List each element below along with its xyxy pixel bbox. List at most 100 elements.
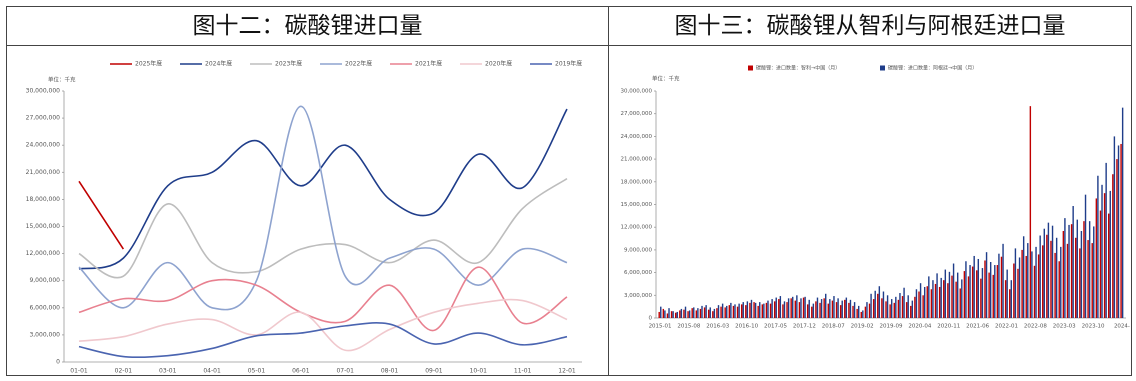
bar	[790, 298, 792, 318]
y-tick-label: 3,000,000	[29, 331, 60, 338]
x-tick-label: 09-01	[425, 368, 443, 375]
x-tick-label: 2022-08	[1024, 324, 1047, 330]
bar	[844, 299, 846, 318]
unit-label: 单位：千克	[48, 76, 76, 84]
bar	[736, 306, 739, 318]
bar	[798, 302, 801, 318]
bar	[864, 306, 867, 318]
y-tick-label: 30,000,000	[621, 89, 653, 95]
bar	[825, 293, 827, 318]
bar	[886, 295, 889, 318]
bar	[697, 308, 699, 318]
bar	[1004, 280, 1007, 318]
legend-swatch	[880, 65, 885, 71]
bar	[1002, 243, 1004, 318]
bar	[988, 272, 990, 318]
bar	[693, 307, 695, 318]
bar	[786, 302, 788, 318]
bar	[726, 305, 728, 318]
legend-label: 2024年度	[205, 60, 232, 68]
bar	[1105, 162, 1107, 318]
bar	[893, 302, 895, 318]
x-tick-label: 2024-	[1114, 324, 1130, 330]
bar	[1033, 265, 1036, 318]
bar	[936, 273, 938, 318]
x-tick-label: 02-01	[115, 368, 133, 375]
bar	[679, 310, 681, 318]
bar	[882, 291, 885, 318]
bar	[1088, 221, 1091, 318]
bar	[730, 302, 732, 318]
bar	[1035, 246, 1037, 318]
bar	[923, 286, 926, 318]
bar	[910, 305, 912, 318]
bar	[728, 305, 731, 318]
bar	[721, 303, 724, 318]
bar	[1087, 240, 1089, 318]
bar	[1079, 248, 1081, 318]
bar	[1116, 159, 1118, 318]
bar	[841, 300, 843, 318]
bar	[1022, 236, 1025, 318]
bar	[712, 311, 714, 318]
bar	[868, 303, 871, 318]
bar	[761, 304, 764, 318]
bar	[956, 272, 959, 318]
bar	[1009, 289, 1011, 318]
bar	[829, 299, 831, 318]
bar	[848, 302, 850, 318]
bar	[915, 289, 918, 318]
x-tick-label: 08-01	[381, 368, 399, 375]
bar	[683, 309, 685, 318]
bar	[932, 280, 934, 318]
y-tick-label: 27,000,000	[26, 115, 61, 122]
bar	[749, 302, 751, 318]
bar	[911, 300, 914, 318]
y-tick-label: 30,000,000	[26, 88, 61, 95]
bar	[717, 305, 720, 318]
bar	[930, 289, 933, 318]
bar	[1066, 243, 1069, 318]
bar	[955, 281, 957, 318]
bar	[980, 278, 982, 318]
bar	[716, 308, 718, 318]
bar	[985, 252, 988, 318]
bar	[835, 302, 838, 318]
series-line	[78, 298, 568, 352]
bar	[1070, 224, 1073, 318]
bar	[984, 260, 986, 318]
bar	[1046, 234, 1048, 318]
bar	[1120, 143, 1122, 318]
bar	[1076, 219, 1078, 318]
bar	[914, 296, 916, 318]
bar	[724, 307, 726, 318]
legend-label: 2021年度	[415, 60, 442, 68]
bar	[783, 301, 786, 318]
bar	[1068, 224, 1070, 318]
bar	[969, 265, 971, 318]
bar	[1047, 222, 1050, 318]
bar	[787, 298, 790, 318]
right-panel: 图十三：碳酸锂从智利与阿根廷进口量	[608, 6, 1132, 376]
bar	[720, 306, 722, 318]
bar	[773, 301, 776, 318]
bar	[903, 287, 905, 318]
bar	[1093, 226, 1095, 318]
bar	[961, 279, 963, 318]
bar	[1084, 194, 1087, 318]
bar	[664, 310, 666, 318]
bar	[811, 306, 813, 318]
bar	[1103, 193, 1106, 318]
bar	[815, 301, 817, 318]
bar	[878, 286, 881, 318]
bar	[998, 253, 1000, 318]
bar	[1117, 145, 1120, 318]
bar	[870, 293, 872, 318]
bar	[819, 302, 821, 318]
bar	[1095, 198, 1098, 318]
bar	[952, 263, 955, 318]
bar	[676, 311, 678, 318]
bar	[684, 306, 687, 318]
bar	[905, 302, 908, 318]
